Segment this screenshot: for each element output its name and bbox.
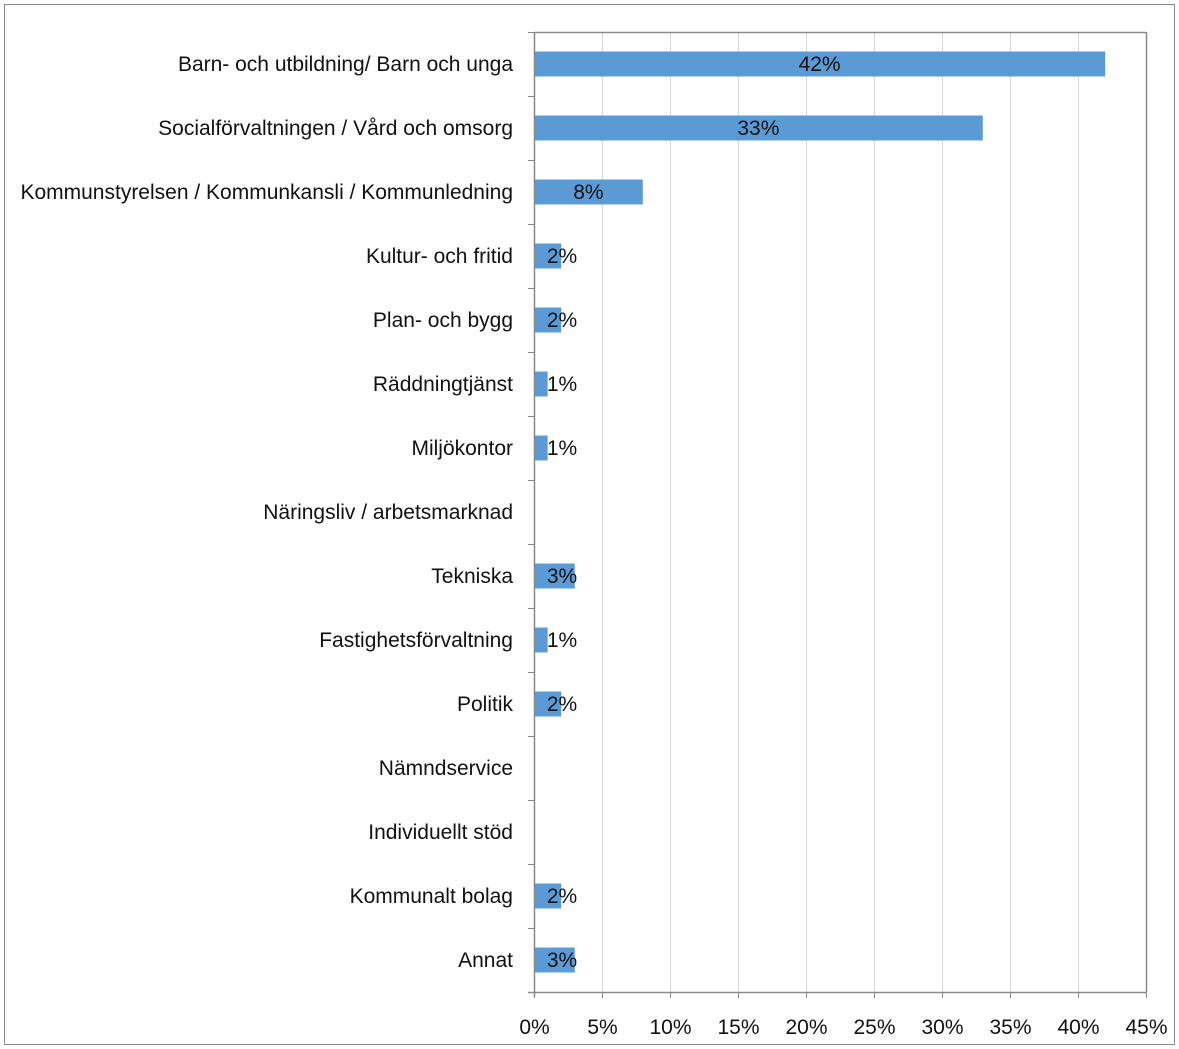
category-label: Plan- och bygg xyxy=(373,309,513,332)
bar xyxy=(534,691,562,717)
x-tick-label: 10% xyxy=(649,1016,691,1039)
bar xyxy=(534,627,548,653)
x-tick-label: 20% xyxy=(785,1016,827,1039)
category-label: Räddningtjänst xyxy=(373,373,513,396)
bar xyxy=(534,243,562,269)
bar xyxy=(534,51,1106,77)
data-label: 1% xyxy=(547,373,577,396)
x-tick-label: 30% xyxy=(921,1016,963,1039)
category-label: Socialförvaltningen / Vård och omsorg xyxy=(158,117,513,140)
category-label: Politik xyxy=(457,693,514,716)
x-tick-label: 40% xyxy=(1057,1016,1099,1039)
x-tick-label: 15% xyxy=(717,1016,759,1039)
category-label: Kommunalt bolag xyxy=(350,885,513,908)
category-label: Individuellt stöd xyxy=(368,821,513,844)
data-label: 1% xyxy=(547,437,577,460)
bar xyxy=(534,947,575,973)
chart-frame xyxy=(4,4,1175,1045)
category-label: Fastighetsförvaltning xyxy=(319,629,513,652)
x-tick-label: 25% xyxy=(853,1016,895,1039)
data-label: 2% xyxy=(547,885,577,908)
bar xyxy=(534,371,548,397)
category-label: Kommunstyrelsen / Kommunkansli / Kommunl… xyxy=(20,181,513,204)
category-label: Annat xyxy=(458,949,513,972)
bar xyxy=(534,179,643,205)
bar xyxy=(534,563,575,589)
data-label: 2% xyxy=(547,693,577,716)
bar xyxy=(534,883,562,909)
data-label: 1% xyxy=(547,629,577,652)
data-label: 8% xyxy=(573,181,603,204)
x-tick-label: 45% xyxy=(1125,1016,1167,1039)
data-label: 2% xyxy=(547,245,577,268)
x-tick-label: 5% xyxy=(587,1016,617,1039)
category-label: Tekniska xyxy=(431,565,513,588)
bar xyxy=(534,435,548,461)
category-label: Kultur- och fritid xyxy=(366,245,513,268)
bar xyxy=(534,307,562,333)
category-label: Nämndservice xyxy=(379,757,513,780)
x-tick-label: 0% xyxy=(519,1016,549,1039)
data-label: 3% xyxy=(547,949,577,972)
data-label: 42% xyxy=(799,53,841,76)
category-label: Näringsliv / arbetsmarknad xyxy=(263,501,513,524)
data-label: 2% xyxy=(547,309,577,332)
x-tick-label: 35% xyxy=(989,1016,1031,1039)
data-label: 3% xyxy=(547,565,577,588)
category-label: Miljökontor xyxy=(411,437,513,460)
bar xyxy=(534,115,983,141)
data-label: 33% xyxy=(737,117,779,140)
category-label: Barn- och utbildning/ Barn och unga xyxy=(178,53,513,76)
